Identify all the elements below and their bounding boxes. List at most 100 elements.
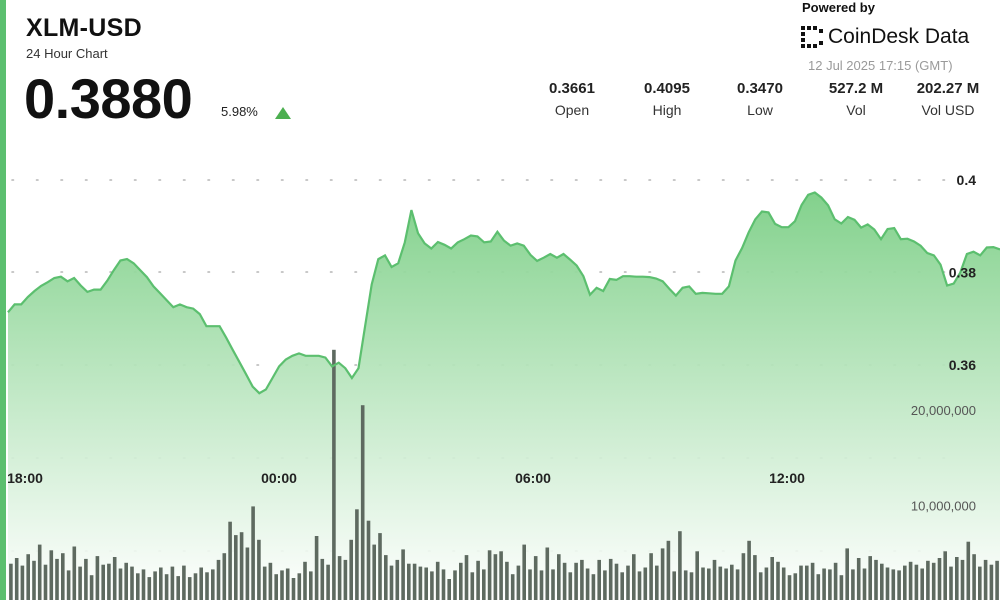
volume-bar [482,569,486,600]
volume-bars [9,349,999,600]
volume-bar [49,550,54,600]
volume-bar [245,547,250,600]
volume-bar [562,562,567,600]
volume-bar [833,562,838,600]
volume-bar [955,557,959,600]
volume-bar [43,564,48,600]
volume-bar [136,573,140,600]
volume-bar [164,574,169,600]
volume-bar [551,569,555,600]
volume-bar [55,558,59,600]
volume-bar [960,559,965,600]
volume-bar [89,575,94,600]
volume-bar [926,560,930,600]
volume-bar [983,559,988,600]
volume-bar [799,565,803,600]
volume-bar [291,578,296,600]
volume-bar [84,558,88,600]
volume-bar [931,562,936,600]
volume-bar [211,569,215,600]
volume-bar [683,570,688,600]
volume-bar [591,574,596,600]
stat-open-value: 0.3661 [549,80,595,97]
volume-bar [199,567,203,600]
volume-bar [147,577,152,600]
chart-timestamp: 12 Jul 2025 17:15 (GMT) [808,58,953,73]
volume-bar [349,539,353,600]
accent-bar [0,0,6,600]
volume-axis-labels: 20,000,000 10,000,000 [911,403,976,514]
volume-bar [176,576,180,600]
brand-name: CoinDesk Data [828,25,970,48]
time-axis-labels: 18:00 00:00 06:00 12:00 [7,470,805,486]
volume-bar [280,570,284,600]
volume-bar [747,540,751,600]
volume-bar [522,544,526,600]
volume-bar [580,559,584,600]
volume-bar [262,566,267,600]
volume-bar [730,564,734,600]
volume-bar [372,544,376,600]
volume-bar [222,553,227,600]
volume-bar [655,565,659,600]
volume-bar [816,574,821,600]
volume-bar [649,553,653,600]
volume-bar [862,568,867,600]
volume-tick-label: 10,000,000 [911,499,976,514]
volume-bar [360,405,365,600]
volume-bar [568,572,573,600]
stat-vol-usd-label: Vol USD [921,102,975,118]
volume-bar [856,558,861,600]
volume-bar [384,555,388,600]
volume-bar [620,572,624,600]
volume-bar [903,565,907,600]
volume-bar [435,561,440,600]
volume-bar [95,556,100,600]
volume-bar [395,559,400,600]
stat-vol-label: Vol [846,102,866,118]
volume-bar [505,561,509,600]
volume-bar [61,553,65,600]
volume-bar [297,573,302,600]
chart-subtitle: 24 Hour Chart [26,46,108,61]
volume-bar [891,569,896,600]
volume-bar [274,574,278,600]
volume-bar [851,569,855,600]
volume-bar [257,539,261,600]
volume-bar [557,554,561,600]
volume-bar [614,563,619,600]
volume-bar [937,558,942,600]
volume-bar [309,571,313,600]
stat-high-value: 0.4095 [644,80,690,97]
volume-bar [187,577,192,600]
volume-bar [228,521,232,600]
volume-bar [539,570,544,600]
price-tick-label: 0.38 [949,265,976,281]
volume-bar [447,579,451,600]
stat-vol-usd: 202.27 M Vol USD [908,80,988,118]
volume-bar [718,566,723,600]
volume-bar [672,571,676,600]
volume-bar [239,532,244,600]
volume-bar [701,567,705,600]
volume-bar [499,551,503,600]
volume-bar [972,554,976,600]
volume-bar [453,570,457,600]
volume-bar [464,555,469,600]
volume-bar [141,569,146,600]
volume-bar [874,559,878,600]
volume-bar [26,554,30,600]
volume-bar [666,540,671,600]
stat-high: 0.4095 High [627,80,707,118]
volume-bar [107,563,111,600]
coindesk-logo[interactable]: CoinDesk Data [800,22,969,52]
price-area [8,192,1000,600]
price-tick-label: 0.36 [949,357,976,373]
volume-bar [632,554,636,600]
volume-bar [234,535,238,600]
volume-bar [366,520,371,600]
volume-bar [776,561,780,600]
volume-bar [516,565,521,600]
volume-bar [828,569,832,600]
